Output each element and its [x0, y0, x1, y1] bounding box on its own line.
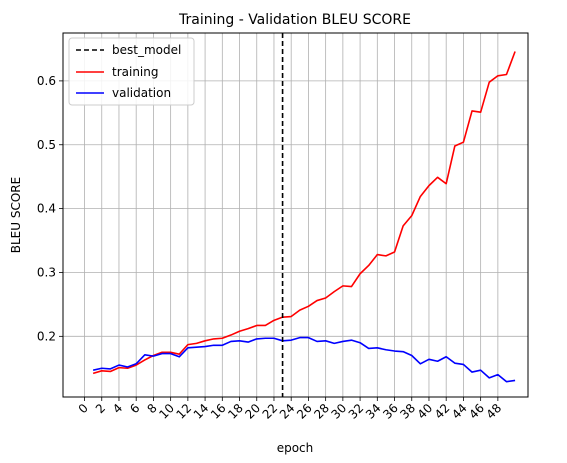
y-tick-label: 0.2 — [37, 329, 56, 343]
x-tick-label: 2 — [93, 401, 108, 416]
y-tick-label: 0.4 — [37, 202, 56, 216]
y-axis-label: BLEU SCORE — [9, 177, 23, 253]
chart-title: Training - Validation BLEU SCORE — [178, 12, 411, 28]
plot-lines — [92, 33, 516, 397]
x-tick-label: 6 — [127, 401, 142, 416]
x-tick-label: 48 — [484, 401, 505, 422]
x-axis-ticks: 0 2 4 6 810121416182022242628303234363840424… — [76, 397, 505, 422]
legend-label-best-model: best_model — [112, 43, 181, 57]
x-axis-label: epoch — [277, 441, 314, 455]
x-tick-label: 0 — [76, 401, 91, 416]
legend: best_model training validation — [68, 37, 195, 106]
y-tick-label: 0.3 — [37, 265, 56, 279]
legend-label-validation: validation — [112, 86, 171, 100]
y-axis-ticks: 0.2 0.3 0.4 0.5 0.6 — [37, 74, 63, 343]
x-tick-label: 4 — [110, 401, 125, 416]
y-tick-label: 0.6 — [37, 74, 56, 88]
legend-box — [68, 37, 195, 106]
series-line-training — [92, 51, 516, 375]
series-line-validation — [92, 336, 516, 383]
y-tick-label: 0.5 — [37, 138, 56, 152]
plot-frame — [62, 32, 529, 398]
legend-label-training: training — [112, 65, 159, 79]
